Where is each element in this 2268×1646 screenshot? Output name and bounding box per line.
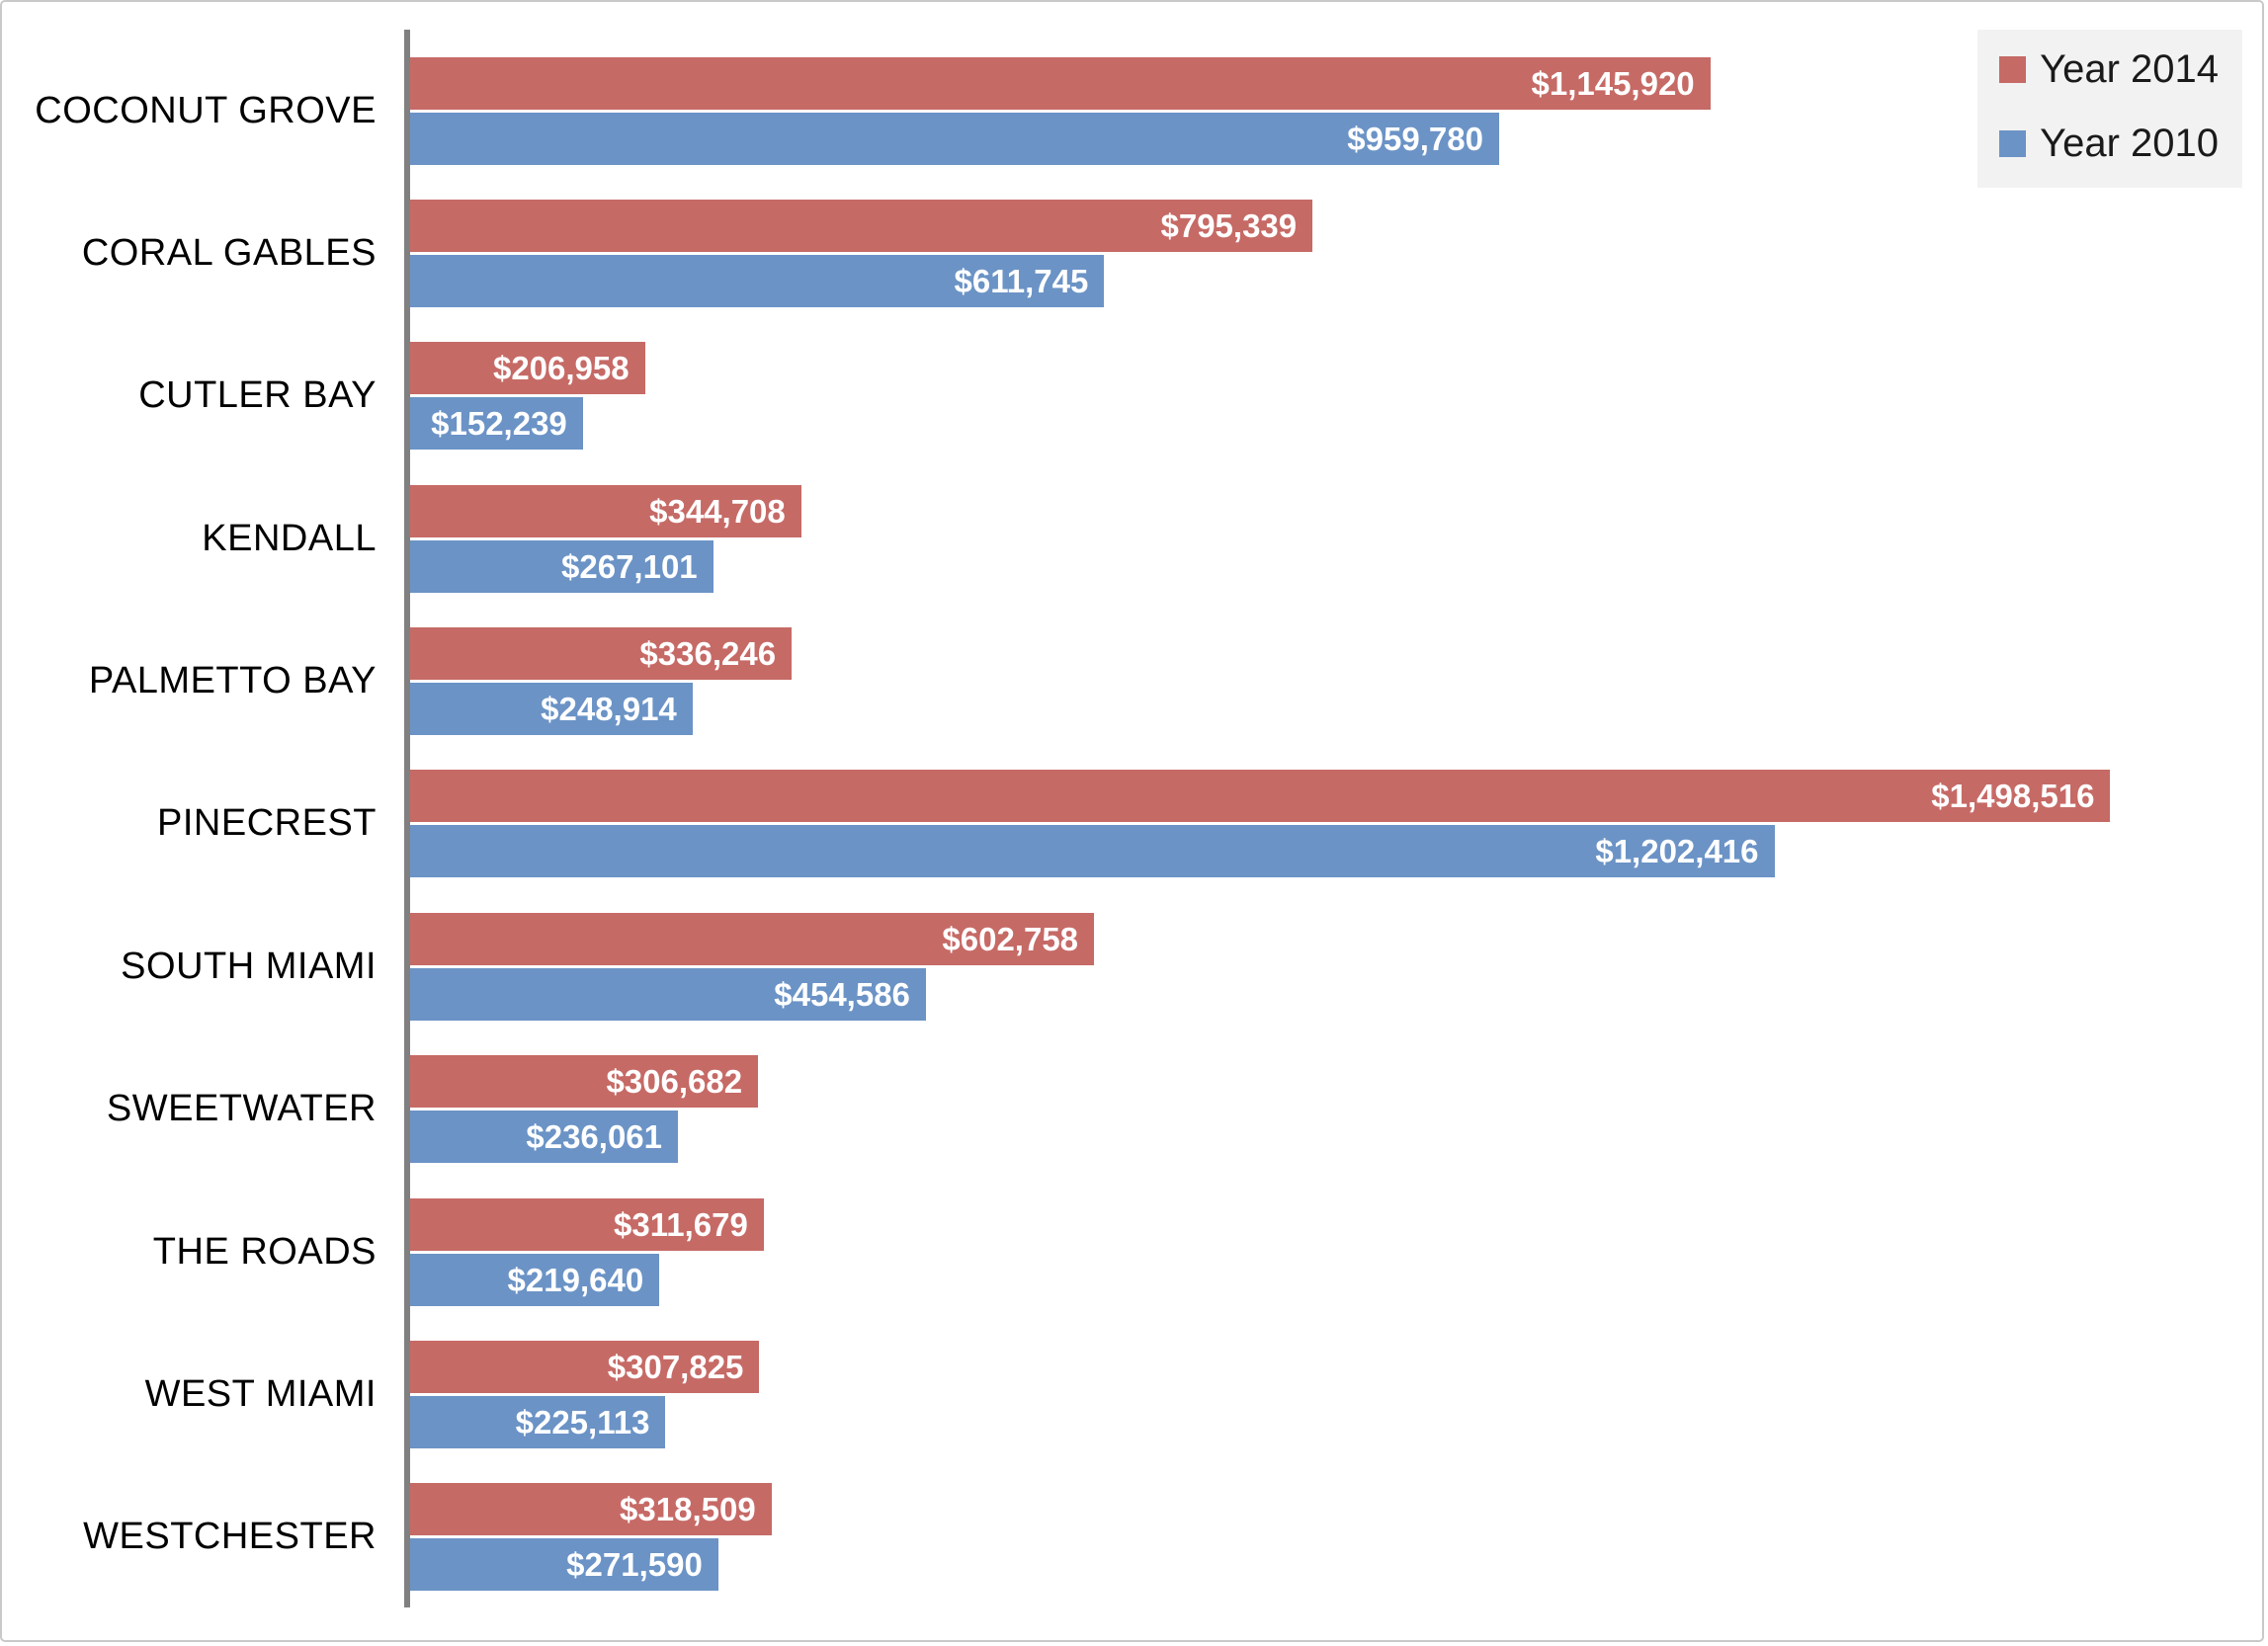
bar-year-2014: $1,145,920 (410, 56, 1711, 110)
category-label: CORAL GABLES (81, 232, 377, 275)
bar-year-2010: $219,640 (410, 1253, 660, 1306)
legend-swatch-2010-icon (1999, 130, 2027, 157)
category-row: WEST MIAMI $307,825 $225,113 (2, 1323, 2262, 1465)
category-row: SWEETWATER $306,682 $236,061 (2, 1038, 2262, 1181)
category-row: PINECREST $1,498,516 $1,202,416 (2, 753, 2262, 895)
category-label: SOUTH MIAMI (121, 945, 377, 987)
bar-year-2010: $1,202,416 (410, 825, 1775, 878)
category-label: PINECREST (157, 802, 377, 845)
legend-swatch-2014-icon (1999, 56, 2027, 83)
plot-area: COCONUT GROVE $1,145,920 $959,780 CORAL GAB… (2, 40, 2262, 1608)
category-row: CUTLER BAY $206,958 $152,239 (2, 325, 2262, 467)
bar-year-2010: $454,586 (410, 967, 926, 1021)
category-bars: $311,679 $219,640 (410, 1181, 2226, 1323)
bar-year-2014: $307,825 (410, 1340, 760, 1393)
category-row: THE ROADS $311,679 $219,640 (2, 1181, 2262, 1323)
bar-year-2014: $1,498,516 (410, 770, 2111, 823)
bar-value-label: $206,958 (492, 350, 630, 387)
bar-value-label: $602,758 (942, 920, 1079, 957)
bar-value-label: $1,145,920 (1531, 64, 1695, 102)
category-row: WESTCHESTER $318,509 $271,590 (2, 1466, 2262, 1608)
legend-label-2010: Year 2010 (2040, 122, 2219, 165)
category-bars: $1,145,920 $959,780 (410, 40, 2226, 182)
bar-year-2010: $152,239 (410, 397, 583, 451)
bar-year-2010: $271,590 (410, 1538, 718, 1592)
category-label: WEST MIAMI (144, 1372, 377, 1415)
bar-value-label: $318,509 (620, 1491, 756, 1528)
category-row: KENDALL $344,708 $267,101 (2, 467, 2262, 610)
category-bars: $318,509 $271,590 (410, 1466, 2226, 1608)
category-label: SWEETWATER (106, 1088, 377, 1130)
bar-value-label: $311,679 (614, 1205, 748, 1243)
legend-entry-2014: Year 2014 (1999, 47, 2219, 92)
category-bars: $307,825 $225,113 (410, 1323, 2226, 1465)
bar-year-2014: $795,339 (410, 200, 1313, 253)
category-label: PALMETTO BAY (88, 660, 377, 702)
category-row: COCONUT GROVE $1,145,920 $959,780 (2, 40, 2262, 182)
category-row: PALMETTO BAY $336,246 $248,914 (2, 610, 2262, 752)
y-axis-line (404, 30, 410, 1607)
bar-value-label: $152,239 (431, 405, 567, 443)
bar-value-label: $271,590 (566, 1546, 703, 1584)
bar-year-2010: $236,061 (410, 1111, 679, 1164)
category-bars: $206,958 $152,239 (410, 325, 2226, 467)
category-bars: $1,498,516 $1,202,416 (410, 753, 2226, 895)
category-label: CUTLER BAY (138, 374, 377, 417)
bar-value-label: $307,825 (607, 1348, 744, 1385)
category-bars: $602,758 $454,586 (410, 895, 2226, 1037)
category-row: CORAL GABLES $795,339 $611,745 (2, 182, 2262, 324)
legend-label-2014: Year 2014 (2040, 47, 2219, 91)
category-bars: $344,708 $267,101 (410, 467, 2226, 610)
category-label: WESTCHESTER (83, 1516, 377, 1558)
bar-value-label: $795,339 (1160, 207, 1298, 245)
category-bars: $306,682 $236,061 (410, 1038, 2226, 1181)
bar-year-2014: $602,758 (410, 912, 1095, 965)
category-label: KENDALL (202, 517, 377, 559)
bar-value-label: $267,101 (561, 547, 698, 585)
bar-value-label: $225,113 (515, 1403, 650, 1440)
category-bars: $795,339 $611,745 (410, 182, 2226, 324)
bar-value-label: $248,914 (541, 691, 677, 728)
bar-year-2014: $311,679 (410, 1197, 764, 1251)
legend: Year 2014 Year 2010 (1977, 30, 2242, 188)
category-bars: $336,246 $248,914 (410, 610, 2226, 752)
bar-value-label: $236,061 (526, 1118, 663, 1156)
bar-year-2010: $248,914 (410, 683, 693, 736)
bar-year-2014: $306,682 (410, 1055, 759, 1109)
bar-value-label: $306,682 (606, 1063, 743, 1101)
bar-value-label: $454,586 (774, 975, 910, 1013)
bar-year-2014: $206,958 (410, 342, 645, 395)
bar-year-2010: $611,745 (410, 255, 1105, 308)
bar-year-2010: $959,780 (410, 112, 1499, 165)
category-label: THE ROADS (152, 1230, 377, 1273)
bar-value-label: $959,780 (1347, 120, 1483, 157)
bar-value-label: $1,202,416 (1595, 833, 1759, 870)
category-label: COCONUT GROVE (35, 89, 377, 131)
bar-value-label: $219,640 (507, 1261, 644, 1298)
bar-year-2014: $344,708 (410, 484, 801, 537)
bar-value-label: $336,246 (639, 635, 777, 673)
category-row: SOUTH MIAMI $602,758 $454,586 (2, 895, 2262, 1037)
bar-value-label: $611,745 (954, 263, 1089, 300)
bar-year-2010: $225,113 (410, 1395, 666, 1448)
bar-year-2014: $318,509 (410, 1483, 772, 1536)
legend-entry-2010: Year 2010 (1999, 122, 2219, 166)
bar-value-label: $1,498,516 (1931, 778, 2095, 815)
bar-year-2014: $336,246 (410, 627, 793, 681)
bar-year-2010: $267,101 (410, 539, 714, 593)
bar-value-label: $344,708 (649, 492, 786, 530)
